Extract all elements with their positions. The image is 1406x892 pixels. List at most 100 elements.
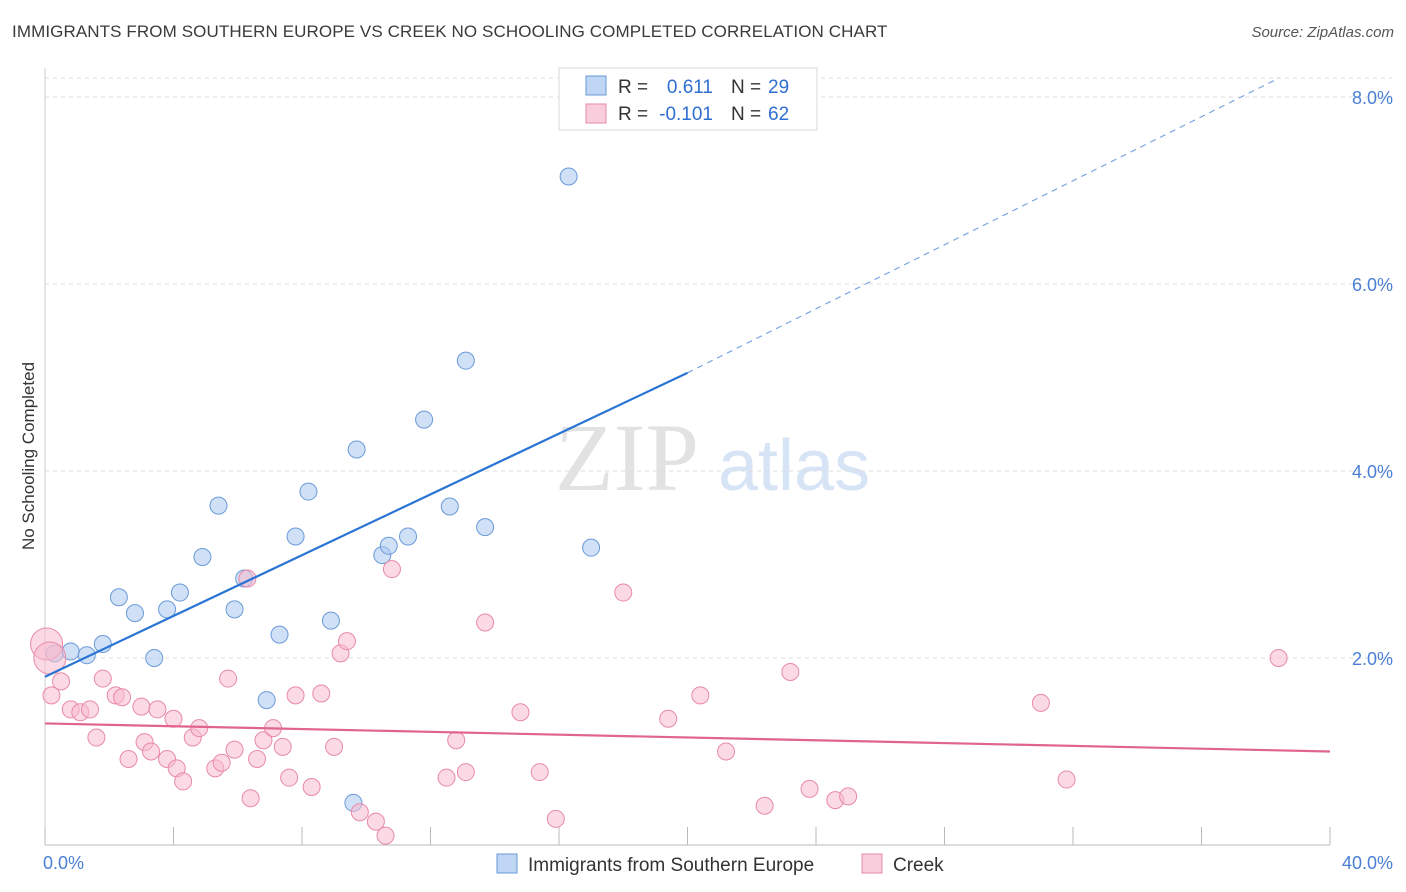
creek-point-48	[659, 709, 678, 728]
creek-point-15	[164, 709, 183, 728]
trendline-southern-europe	[44, 371, 688, 678]
y-tick-label-1: 4.0%	[1352, 462, 1393, 482]
legend-r-label-1: R =	[618, 77, 648, 98]
creek-point-4	[80, 700, 99, 719]
creek-point-13	[148, 700, 167, 719]
legend-swatch-creek	[585, 103, 607, 124]
southern-europe-point-10	[209, 496, 228, 515]
creek-point-17	[174, 772, 193, 791]
watermark-atlas: atlas	[718, 426, 870, 506]
southern-europe-point-13	[257, 691, 276, 710]
southern-europe-point-17	[321, 611, 340, 630]
legend-r-label-2: R =	[618, 104, 648, 125]
legend-r-value-1: 0.611	[667, 77, 713, 98]
x-tick-label-min: 0.0%	[43, 853, 84, 873]
watermark-zip: ZIP	[555, 404, 699, 511]
southern-europe-point-6	[145, 649, 164, 667]
southern-europe-point-25	[456, 351, 475, 370]
creek-point-38	[376, 826, 395, 845]
y-axis-title: No Schooling Completed	[19, 362, 38, 550]
chart-source: Source: ZipAtlas.com	[1251, 24, 1394, 41]
creek-point-1	[52, 672, 71, 691]
creek-point-32	[312, 684, 331, 703]
southern-europe-point-16	[299, 482, 318, 501]
creek-point-28	[273, 737, 292, 756]
creek-point-42	[456, 763, 475, 782]
creek-point-10	[132, 697, 151, 716]
series-legend: Immigrants from Southern Europe Creek	[496, 853, 944, 876]
legend-r-value-2: -0.101	[659, 104, 713, 125]
creek-point-43	[476, 613, 495, 632]
creek-point-39	[382, 560, 401, 579]
creek-point-52	[781, 663, 800, 682]
creek-point-30	[286, 686, 305, 705]
southern-europe-point-9	[193, 548, 212, 567]
southern-europe-point-5	[125, 604, 144, 623]
southern-europe-point-15	[286, 527, 305, 546]
creek-point-47	[614, 583, 633, 602]
legend-n-label-1: N =	[731, 77, 761, 98]
y-tick-label-3: 8.0%	[1352, 88, 1393, 108]
creek-point-21	[212, 753, 231, 772]
scatter-points	[30, 167, 1288, 845]
creek-point-51	[755, 796, 774, 815]
creek-point-6	[93, 669, 112, 688]
bottom-legend-swatch-southern-europe	[496, 853, 518, 874]
creek-point-45	[530, 763, 549, 782]
tick-labels: 2.0% 4.0% 6.0% 8.0% 0.0% 40.0%	[43, 88, 1393, 873]
southern-europe-point-26	[476, 518, 495, 537]
southern-europe-point-28	[582, 538, 601, 557]
creek-point-22	[219, 669, 238, 688]
trend-lines	[44, 77, 1331, 753]
southern-europe-point-19	[347, 440, 366, 459]
legend-n-value-1: 29	[768, 77, 789, 98]
creek-point-46	[546, 809, 565, 828]
southern-europe-point-24	[440, 497, 459, 516]
creek-point-57	[1057, 770, 1076, 789]
chart-title: IMMIGRANTS FROM SOUTHERN EUROPE VS CREEK…	[12, 22, 888, 41]
creek-point-23	[225, 740, 244, 759]
southern-europe-point-11	[225, 600, 244, 619]
creek-point-35	[337, 632, 356, 651]
trendline-southern-europe-extension	[687, 77, 1279, 374]
southern-europe-point-22	[399, 527, 418, 546]
creek-point-5	[87, 728, 106, 747]
creek-point-41	[447, 731, 466, 750]
creek-point-29	[280, 768, 299, 787]
creek-point-31	[302, 778, 321, 797]
creek-point-26	[254, 731, 273, 750]
southern-europe-point-21	[379, 536, 398, 555]
creek-point-9	[119, 749, 138, 768]
creek-point-36	[350, 803, 369, 822]
creek-point-50	[717, 742, 736, 761]
y-tick-label-2: 6.0%	[1352, 275, 1393, 295]
bottom-legend-label-southern-europe: Immigrants from Southern Europe	[528, 855, 814, 876]
legend-n-value-2: 62	[768, 104, 789, 125]
southern-europe-point-14	[270, 625, 289, 644]
creek-point-44	[511, 703, 530, 722]
creek-point-12	[142, 742, 161, 761]
axes	[44, 68, 1331, 846]
legend-n-label-2: N =	[731, 104, 761, 125]
creek-point-37	[366, 812, 385, 831]
creek-point-55	[839, 787, 858, 806]
creek-point-33	[325, 737, 344, 756]
y-tick-label-0: 2.0%	[1352, 649, 1393, 669]
x-tick-label-max: 40.0%	[1342, 853, 1393, 873]
creek-point-56	[1031, 693, 1050, 712]
creek-point-24	[241, 789, 260, 808]
southern-europe-point-4	[109, 588, 128, 607]
creek-point-19	[190, 719, 209, 738]
correlation-legend: R = 0.611 N = 29 R = -0.101 N = 62	[558, 67, 818, 131]
legend-swatch-southern-europe	[585, 75, 607, 96]
creek-point-25	[248, 749, 267, 768]
trendline-creek	[44, 722, 1331, 753]
southern-europe-point-27	[559, 167, 578, 186]
creek-point-53	[800, 779, 819, 798]
bottom-legend-label-creek: Creek	[893, 855, 944, 876]
creek-point-8	[113, 688, 132, 707]
southern-europe-point-23	[415, 410, 434, 429]
bottom-legend-swatch-creek	[861, 853, 883, 874]
southern-europe-point-8	[170, 583, 189, 602]
